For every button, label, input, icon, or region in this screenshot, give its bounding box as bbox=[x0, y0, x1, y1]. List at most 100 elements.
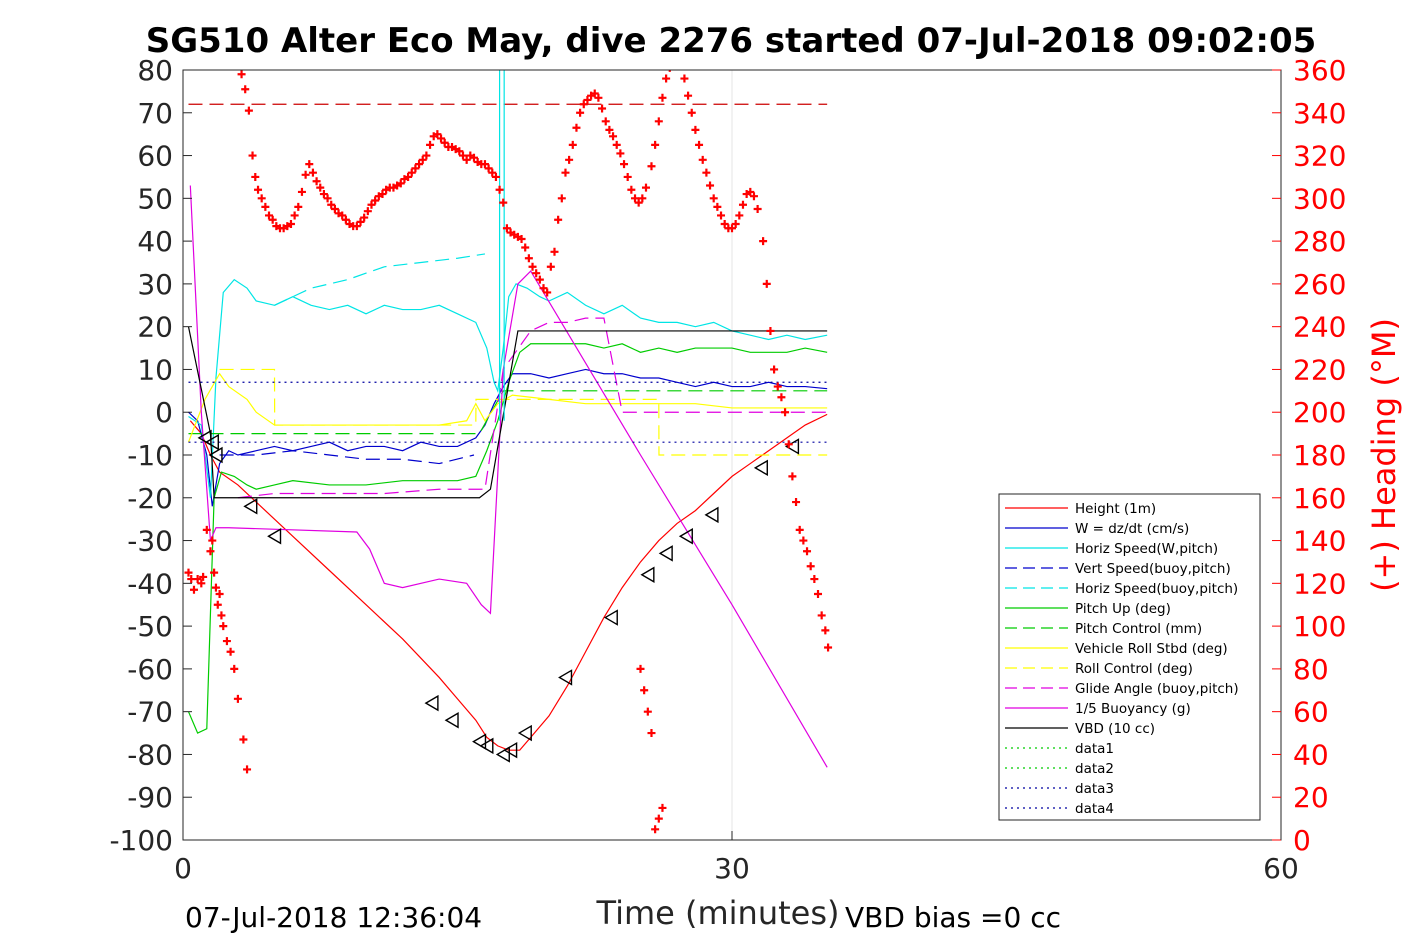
heading-point-81 bbox=[455, 147, 464, 156]
heading-markers-layer bbox=[184, 70, 833, 834]
x-tick-label-60: 60 bbox=[1263, 852, 1299, 885]
series-line-2 bbox=[188, 278, 828, 498]
right-tick-label-280: 280 bbox=[1293, 225, 1346, 258]
heading-point-172 bbox=[792, 498, 801, 507]
height-marker-1 bbox=[204, 433, 219, 451]
height-marker-4 bbox=[267, 528, 282, 545]
heading-point-73 bbox=[426, 140, 435, 149]
heading-point-123 bbox=[609, 132, 618, 141]
heading-point-124 bbox=[612, 140, 621, 149]
series-layer bbox=[187, 70, 828, 768]
legend: Height (1m) W = dz/dt (cm/s) Horiz Speed(W… bbox=[998, 493, 1261, 821]
height-marker-14 bbox=[640, 566, 655, 583]
height-marker-19 bbox=[785, 438, 800, 455]
heading-point-6 bbox=[202, 525, 211, 534]
legend-label-14: data3 bbox=[1075, 781, 1114, 797]
heading-point-128 bbox=[627, 185, 636, 194]
legend-label-15: data4 bbox=[1075, 801, 1114, 817]
y-tick-label--30: -30 bbox=[127, 525, 173, 558]
height-marker-8 bbox=[479, 737, 494, 755]
heading-point-53 bbox=[352, 222, 361, 231]
heading-point-93 bbox=[499, 198, 508, 207]
height-marker-2 bbox=[208, 446, 223, 464]
heading-point-85 bbox=[469, 153, 478, 162]
legend-label-6: Pitch Control (mm) bbox=[1075, 621, 1202, 637]
heading-point-156 bbox=[731, 220, 740, 228]
heading-point-164 bbox=[762, 279, 771, 288]
heading-point-101 bbox=[528, 262, 537, 271]
height-marker-16 bbox=[678, 528, 693, 545]
heading-point-60 bbox=[378, 190, 387, 199]
heading-point-111 bbox=[565, 155, 574, 164]
footer-vbd-bias: VBD bias =0 cc bbox=[845, 901, 1061, 934]
right-tick-label-340: 340 bbox=[1293, 97, 1346, 130]
heading-point-142 bbox=[680, 74, 689, 83]
heading-point-37 bbox=[294, 202, 303, 211]
heading-point-54 bbox=[356, 217, 365, 226]
heading-point-105 bbox=[543, 288, 552, 297]
height-marker-12 bbox=[558, 669, 573, 686]
right-axis-label: (+) Heading (°M) bbox=[1365, 318, 1403, 592]
legend-label-1: W = dz/dt (cm/s) bbox=[1075, 521, 1189, 537]
heading-point-133 bbox=[647, 162, 656, 171]
heading-point-18 bbox=[233, 694, 242, 703]
heading-point-188 bbox=[658, 803, 667, 812]
y-tick-label--90: -90 bbox=[127, 781, 173, 814]
heading-point-46 bbox=[327, 200, 336, 209]
heading-point-3 bbox=[193, 575, 202, 584]
heading-point-55 bbox=[360, 213, 369, 222]
heading-point-2 bbox=[189, 585, 198, 594]
legend-label-5: Pitch Up (deg) bbox=[1075, 601, 1171, 617]
heading-point-7 bbox=[206, 547, 215, 556]
heading-point-178 bbox=[814, 590, 823, 599]
legend-label-11: VBD (10 cc) bbox=[1075, 721, 1155, 737]
heading-point-157 bbox=[735, 211, 744, 220]
heading-point-146 bbox=[695, 140, 704, 149]
y-tick-label--100: -100 bbox=[109, 824, 173, 857]
heading-point-114 bbox=[576, 108, 585, 117]
heading-point-186 bbox=[651, 825, 660, 834]
heading-point-12 bbox=[215, 590, 224, 599]
heading-point-41 bbox=[308, 168, 317, 177]
right-tick-label-160: 160 bbox=[1293, 482, 1346, 515]
y-tick-label--10: -10 bbox=[127, 439, 173, 472]
heading-point-39 bbox=[301, 170, 310, 179]
y-tick-label-70: 70 bbox=[137, 97, 173, 130]
heading-point-119 bbox=[594, 93, 603, 102]
legend-label-2: Horiz Speed(W,pitch) bbox=[1075, 541, 1218, 557]
heading-point-24 bbox=[248, 151, 257, 160]
heading-point-170 bbox=[784, 440, 793, 449]
heading-point-131 bbox=[638, 194, 647, 203]
heading-point-138 bbox=[668, 70, 671, 72]
heading-point-158 bbox=[738, 200, 747, 209]
heading-point-109 bbox=[557, 194, 566, 203]
right-tick-label-0: 0 bbox=[1293, 824, 1311, 857]
heading-point-49 bbox=[338, 211, 347, 220]
y-tick-label--40: -40 bbox=[127, 567, 173, 600]
heading-point-102 bbox=[532, 269, 541, 278]
legend-label-13: data2 bbox=[1075, 761, 1114, 777]
heading-point-22 bbox=[241, 85, 250, 94]
heading-point-116 bbox=[583, 95, 592, 104]
heading-point-168 bbox=[777, 393, 786, 402]
height-marker-15 bbox=[658, 545, 673, 562]
height-marker-3 bbox=[243, 498, 258, 515]
heading-point-99 bbox=[521, 243, 530, 252]
heading-point-11 bbox=[213, 600, 222, 609]
y-tick-label-10: 10 bbox=[137, 353, 173, 386]
heading-point-176 bbox=[806, 562, 815, 571]
height-marker-13 bbox=[603, 609, 618, 626]
right-tick-label-40: 40 bbox=[1293, 738, 1329, 771]
x-tick-label-30: 30 bbox=[714, 852, 750, 885]
heading-point-108 bbox=[554, 215, 563, 224]
legend-label-9: Glide Angle (buoy,pitch) bbox=[1075, 681, 1239, 697]
height-marker-6 bbox=[444, 712, 459, 729]
series-line-7 bbox=[187, 372, 828, 443]
heading-point-106 bbox=[546, 262, 555, 271]
heading-point-40 bbox=[305, 160, 314, 169]
heading-point-47 bbox=[330, 205, 339, 214]
series-line-3 bbox=[219, 450, 475, 465]
heading-point-161 bbox=[749, 192, 758, 201]
heading-point-145 bbox=[691, 125, 700, 134]
